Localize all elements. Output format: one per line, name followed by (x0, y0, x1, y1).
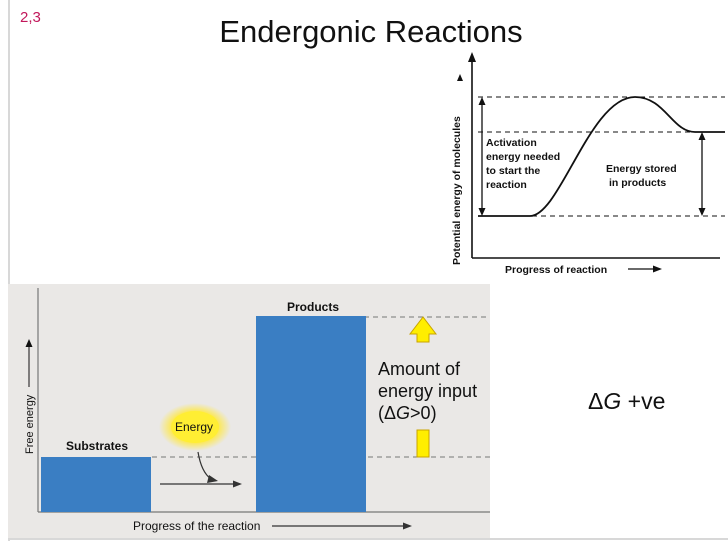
slide-left-border (8, 0, 10, 541)
free-energy-arrow-icon (25, 339, 33, 347)
x-axis-label: Progress of reaction (505, 264, 607, 276)
y-axis-arrow-icon (468, 52, 476, 62)
stored-energy-label: Energy stored in products (606, 163, 680, 189)
activation-arrow-bottom-icon (478, 208, 486, 216)
energy-label: Energy (175, 420, 213, 434)
energy-input-arrow-shaft (416, 429, 430, 458)
energy-core (171, 411, 219, 443)
substrates-label: Substrates (66, 439, 128, 453)
products-label: Products (287, 300, 339, 314)
activation-arrow-top-icon (478, 97, 486, 105)
products-bar (256, 316, 366, 512)
energy-input-label: Amount of energy input (ΔG>0) (378, 359, 478, 423)
energy-curve (478, 96, 725, 217)
stored-arrow-bottom-icon (698, 208, 706, 216)
energy-input-up-arrow-icon (408, 316, 438, 343)
progress-label: Progress of the reaction (133, 519, 260, 533)
free-energy-label: Free energy (24, 394, 36, 454)
slide-title: Endergonic Reactions (219, 14, 523, 49)
stored-arrow-top-icon (698, 132, 706, 140)
free-energy-diagram: Free energy Substrates Products Energy P… (8, 284, 490, 538)
energy-profile-diagram: Potential energy of molecules Activation… (451, 52, 725, 276)
energy-curved-arrow-icon (207, 475, 218, 483)
substrates-bar (41, 457, 151, 512)
progress-arrow-icon (403, 522, 412, 530)
slide-number: 2,3 (20, 9, 41, 26)
reaction-arrow-icon (233, 480, 242, 488)
delta-g-positive: ΔG +ve (588, 388, 666, 414)
activation-label: Activation energy needed to start the re… (486, 137, 563, 191)
y-axis-label: Potential energy of molecules (451, 116, 463, 265)
slide-bottom-border (8, 538, 728, 540)
x-label-arrow-icon (653, 265, 662, 273)
y-label-arrow-icon (457, 74, 463, 81)
